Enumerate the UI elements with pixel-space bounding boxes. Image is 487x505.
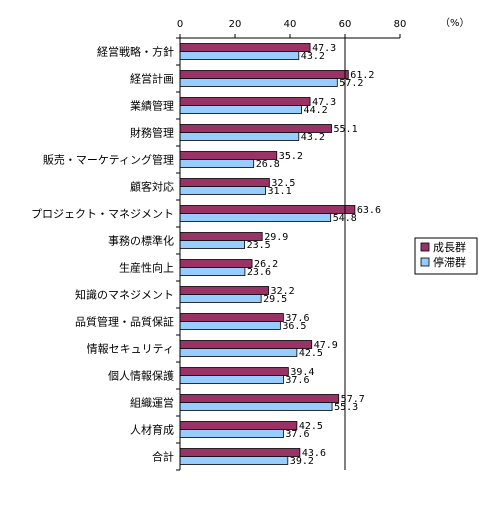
value-label: 47.3: [312, 97, 336, 108]
value-label: 43.6: [302, 448, 326, 459]
bar-stagnant: [179, 105, 302, 114]
value-label: 42.5: [299, 421, 323, 432]
bars: 47.343.261.257.247.344.255.143.235.226.8…: [179, 43, 381, 467]
x-tick-label: 60: [339, 19, 352, 30]
bar-stagnant: [179, 132, 300, 141]
bar-stagnant: [179, 51, 300, 60]
category-labels: 経営戦略・方針経営計画業績管理財務管理販売・マーケティング管理顧客対応プロジェク…: [31, 45, 174, 464]
legend-swatch: [420, 242, 430, 252]
category-label: 情報セキュリティ: [87, 343, 174, 356]
bar-growth: [179, 394, 340, 403]
category-label: 経営戦略・方針: [97, 45, 174, 59]
bar-stagnant: [179, 267, 246, 276]
bar-stagnant: [179, 159, 255, 168]
x-tick-label: 80: [394, 19, 407, 30]
value-label: 42.5: [299, 348, 323, 359]
bar-growth: [179, 205, 356, 214]
value-label: 37.6: [285, 313, 309, 324]
bar-stagnant: [179, 402, 333, 411]
value-label: 37.6: [285, 375, 309, 386]
bar-growth: [179, 367, 289, 376]
legend-label: 成長群: [433, 240, 466, 254]
category-label: 知識のマネジメント: [75, 288, 174, 302]
value-label: 61.2: [350, 70, 374, 81]
value-label: 57.7: [341, 394, 365, 405]
category-label: 経営計画: [130, 72, 174, 86]
value-label: 26.8: [256, 159, 280, 170]
value-label: 32.2: [271, 286, 295, 297]
category-label: 品質管理・品質保証: [75, 315, 174, 329]
value-label: 39.2: [290, 456, 314, 467]
value-label: 44.2: [304, 105, 328, 116]
category-label: 個人情報保護: [108, 369, 174, 383]
value-label: 37.6: [285, 429, 309, 440]
bar-stagnant: [179, 321, 281, 330]
bar-stagnant: [179, 294, 262, 303]
value-label: 36.5: [282, 321, 306, 332]
category-label: 業績管理: [130, 99, 174, 113]
category-label: 生産性向上: [119, 261, 174, 275]
value-label: 55.1: [334, 124, 358, 135]
bar-stagnant: [179, 240, 246, 249]
bar-growth: [179, 340, 313, 349]
value-label: 32.5: [271, 178, 295, 189]
bar-stagnant: [179, 348, 298, 357]
bar-stagnant: [179, 78, 338, 87]
unit-label: （%）: [440, 17, 470, 29]
x-tick-label: 0: [177, 19, 183, 30]
value-label: 35.2: [279, 151, 303, 162]
bar-stagnant: [179, 375, 284, 384]
bar-stagnant: [179, 213, 332, 222]
bar-growth: [179, 178, 270, 187]
bar-growth: [179, 43, 311, 52]
legend-label: 停滞群: [433, 255, 466, 269]
value-label: 43.2: [301, 51, 325, 62]
category-label: 組織運営: [130, 396, 174, 410]
bar-stagnant: [179, 429, 284, 438]
x-tick-label: 20: [229, 19, 242, 30]
value-label: 47.3: [312, 43, 336, 54]
category-label: 事務の標準化: [108, 234, 174, 248]
value-label: 23.6: [247, 267, 271, 278]
category-label: 人材育成: [130, 423, 174, 437]
bar-growth: [179, 259, 253, 268]
category-label: プロジェクト・マネジメント: [31, 208, 174, 221]
value-label: 29.5: [263, 294, 287, 305]
value-label: 57.2: [339, 78, 363, 89]
axes: [176, 34, 401, 471]
bar-stagnant: [179, 186, 266, 195]
value-label: 63.6: [357, 205, 381, 216]
value-label: 23.5: [247, 240, 271, 251]
legend-swatch: [420, 257, 430, 267]
value-label: 47.9: [314, 340, 338, 351]
value-label: 55.3: [334, 402, 358, 413]
bar-growth: [179, 97, 311, 106]
category-label: 合計: [152, 450, 174, 464]
category-label: 販売・マーケティング管理: [43, 153, 174, 167]
category-label: 顧客対応: [130, 180, 174, 194]
bar-growth: [179, 286, 269, 295]
bar-growth: [179, 70, 349, 79]
x-axis-ticks: 0 20 40 60 80: [177, 19, 407, 30]
value-label: 29.9: [264, 232, 288, 243]
bar-growth: [179, 313, 284, 322]
value-label: 39.4: [290, 367, 314, 378]
category-label: 財務管理: [130, 126, 174, 140]
x-tick-label: 40: [284, 19, 297, 30]
value-label: 43.2: [301, 132, 325, 143]
value-label: 26.2: [254, 259, 278, 270]
bar-growth: [179, 448, 301, 457]
bar-growth: [179, 421, 298, 430]
bar-stagnant: [179, 456, 289, 465]
value-label: 31.1: [268, 186, 292, 197]
